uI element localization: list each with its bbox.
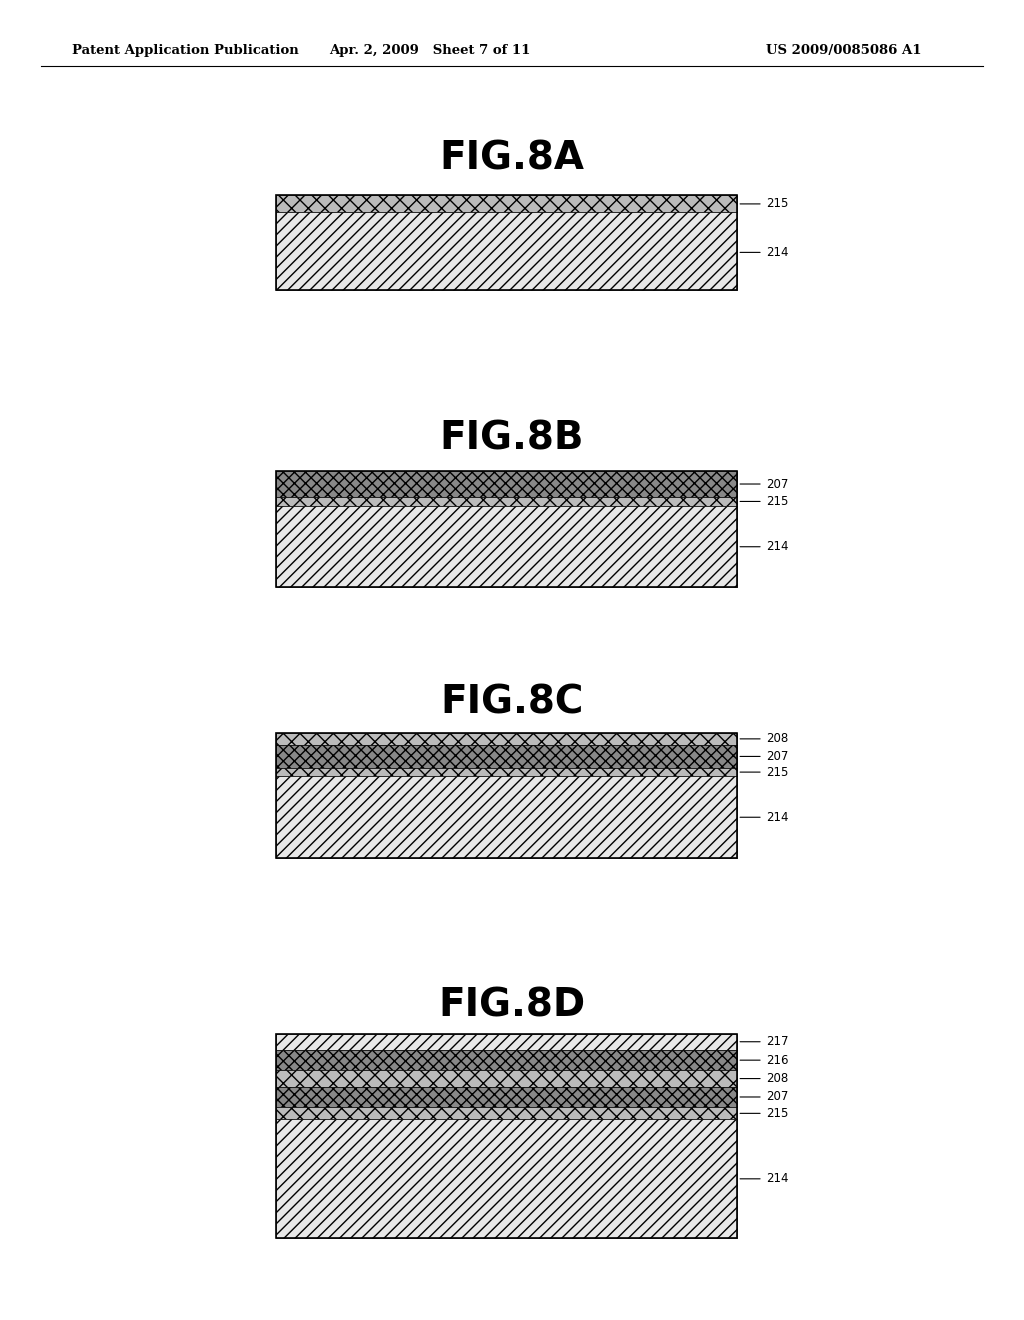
Bar xyxy=(276,195,737,290)
Text: 207: 207 xyxy=(766,750,788,763)
Bar xyxy=(276,733,737,858)
Bar xyxy=(276,1049,737,1071)
Text: Apr. 2, 2009   Sheet 7 of 11: Apr. 2, 2009 Sheet 7 of 11 xyxy=(330,44,530,57)
Bar xyxy=(276,195,737,213)
Bar xyxy=(276,1034,737,1049)
Text: 215: 215 xyxy=(766,198,788,210)
Text: 215: 215 xyxy=(766,495,788,508)
Text: 208: 208 xyxy=(766,1072,788,1085)
Bar xyxy=(276,506,737,587)
Text: FIG.8D: FIG.8D xyxy=(438,987,586,1024)
Text: 207: 207 xyxy=(766,478,788,491)
Bar xyxy=(276,471,737,587)
Text: 207: 207 xyxy=(766,1090,788,1104)
Bar xyxy=(276,776,737,858)
Bar xyxy=(276,1071,737,1086)
Bar xyxy=(276,1086,737,1107)
Text: 208: 208 xyxy=(766,733,788,746)
Text: Patent Application Publication: Patent Application Publication xyxy=(72,44,298,57)
Bar xyxy=(276,744,737,768)
Bar xyxy=(276,496,737,506)
Text: FIG.8A: FIG.8A xyxy=(439,140,585,177)
Bar xyxy=(276,1107,737,1119)
Text: 214: 214 xyxy=(766,810,788,824)
Bar xyxy=(276,213,737,290)
Bar xyxy=(276,1034,737,1238)
Text: 214: 214 xyxy=(766,1172,788,1185)
Text: 216: 216 xyxy=(766,1053,788,1067)
Bar xyxy=(276,1119,737,1238)
Bar xyxy=(276,471,737,496)
Text: 214: 214 xyxy=(766,246,788,259)
Text: FIG.8B: FIG.8B xyxy=(439,420,585,457)
Text: 217: 217 xyxy=(766,1035,788,1048)
Text: US 2009/0085086 A1: US 2009/0085086 A1 xyxy=(766,44,922,57)
Bar xyxy=(276,733,737,744)
Bar xyxy=(276,768,737,776)
Text: 215: 215 xyxy=(766,1107,788,1119)
Text: 215: 215 xyxy=(766,766,788,779)
Text: FIG.8C: FIG.8C xyxy=(440,684,584,721)
Text: 214: 214 xyxy=(766,540,788,553)
